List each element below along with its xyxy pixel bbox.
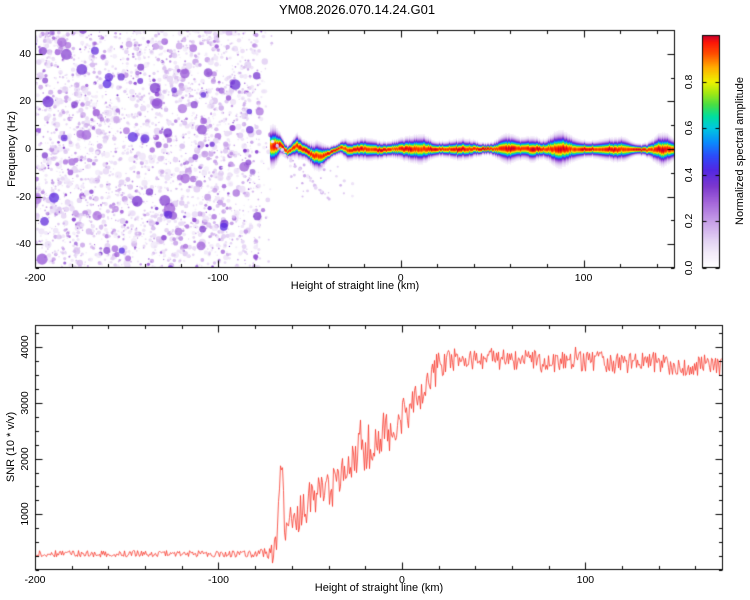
snr-x-axis-label: Height of straight line (km) bbox=[314, 582, 444, 594]
figure-title: YM08.2026.070.14.24.G01 bbox=[278, 2, 436, 17]
colorbar-tick-label: 0.4 bbox=[683, 167, 695, 183]
spectrogram-y-axis-label: Frequency (Hz) bbox=[6, 111, 18, 187]
snr-x-tick-label: 0 bbox=[399, 574, 405, 586]
snr-y-tick-label: 2000 bbox=[19, 446, 31, 471]
colorbar-label: Normalized spectral amplitude bbox=[734, 77, 746, 225]
snr-y-tick-label: 3000 bbox=[19, 391, 31, 415]
spectrogram-x-tick-label: 0 bbox=[397, 272, 404, 284]
spectrogram-x-axis-label: Height of straight line (km) bbox=[290, 280, 420, 292]
colorbar-tick-label: 0.8 bbox=[683, 74, 695, 89]
spectrogram-y-tick-label: 0 bbox=[25, 143, 31, 155]
snr-x-tick-label: -200 bbox=[24, 574, 46, 586]
spectrogram-x-tick-label: 100 bbox=[574, 272, 593, 284]
colorbar-tick-label: 0.0 bbox=[683, 260, 695, 276]
spectrogram-y-tick-label: -40 bbox=[15, 238, 31, 251]
spectrogram-y-tick-label: -20 bbox=[15, 190, 31, 203]
snr-y-axis-label: SNR (10 * v/v) bbox=[5, 411, 17, 483]
snr-x-tick-label: -100 bbox=[207, 574, 229, 586]
colorbar-tick-label: 0.2 bbox=[683, 214, 695, 229]
spectrogram-x-tick-label: -200 bbox=[24, 272, 46, 284]
spectrogram-y-tick-label: 40 bbox=[19, 47, 31, 60]
spectrogram-x-tick-label: -100 bbox=[207, 272, 229, 284]
spectrogram-y-tick-label: 20 bbox=[19, 95, 31, 108]
colorbar-tick-label: 0.6 bbox=[683, 120, 695, 136]
snr-y-tick-label: 1000 bbox=[19, 502, 31, 526]
snr-y-tick-label: 4000 bbox=[19, 335, 31, 359]
snr-x-tick-label: 100 bbox=[576, 574, 595, 586]
